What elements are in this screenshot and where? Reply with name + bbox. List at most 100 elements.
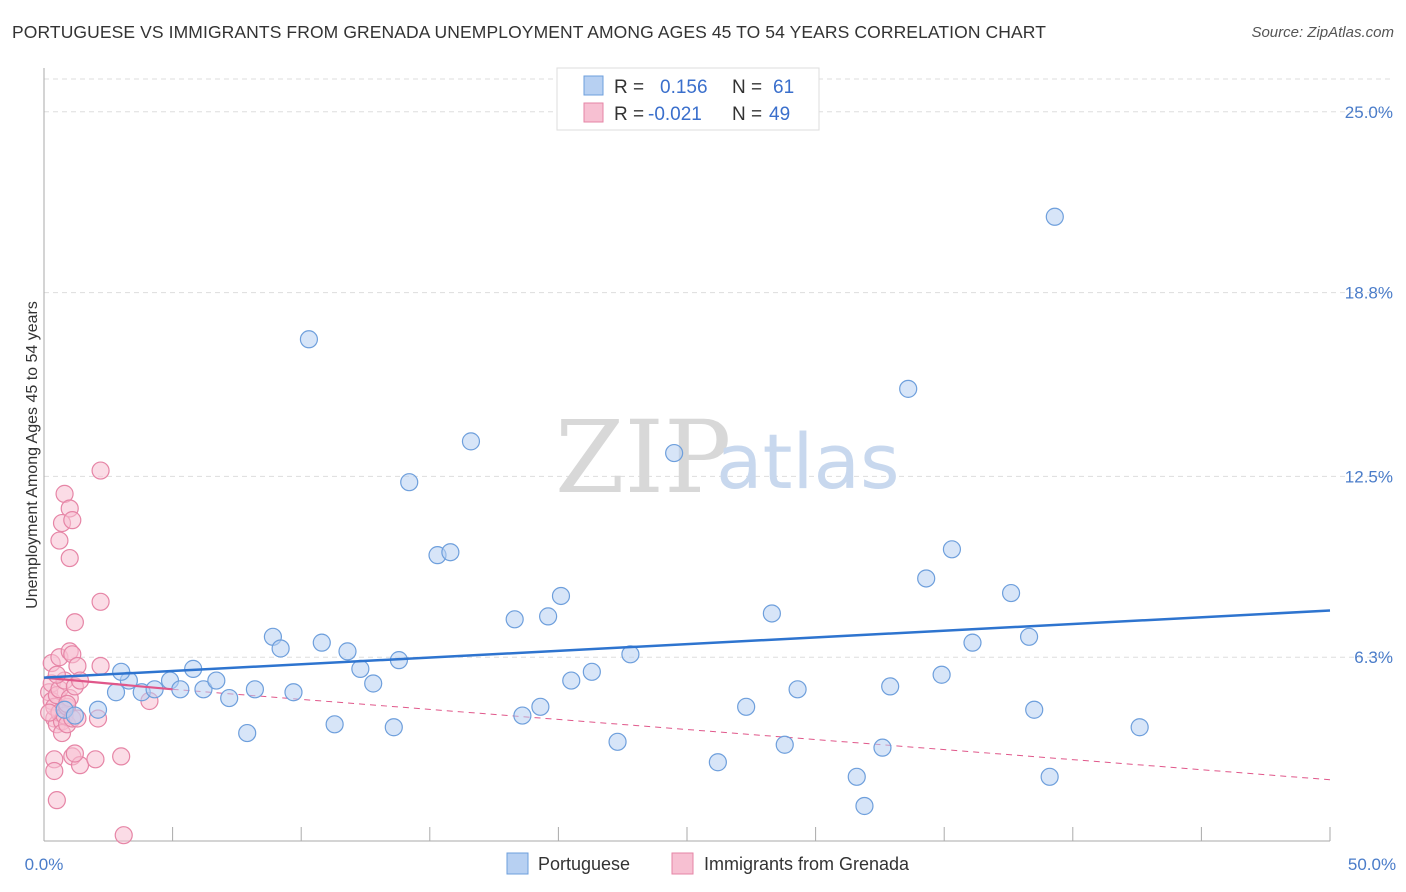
y-tick-label-2: 18.8% <box>1345 284 1393 303</box>
portuguese-point-17 <box>284 683 303 702</box>
portuguese-point-1 <box>65 706 84 725</box>
portuguese-point-16 <box>271 639 290 658</box>
x-tick-label-max: 50.0% <box>1348 855 1396 874</box>
portuguese-point-40 <box>737 697 756 716</box>
portuguese-point-56 <box>1040 767 1059 786</box>
portuguese-point-58 <box>1130 718 1149 737</box>
grenada-point-22 <box>65 613 84 632</box>
portuguese-point-31 <box>513 706 532 725</box>
portuguese-point-26 <box>400 473 419 492</box>
legend: R = 0.156 N = 61 R = -0.021 N = 49 <box>556 67 820 131</box>
portuguese-point-50 <box>932 665 951 684</box>
legend-r-value-1: 0.156 <box>660 77 708 98</box>
y-tick-label-1: 12.5% <box>1345 467 1393 486</box>
portuguese-point-18 <box>299 330 319 349</box>
grenada-point-29 <box>63 511 82 530</box>
portuguese-point-41 <box>762 604 781 623</box>
x-tick-label-min: 0.0% <box>25 855 64 874</box>
portuguese-point-39 <box>708 753 727 772</box>
portuguese-point-36 <box>608 732 627 751</box>
portuguese-point-48 <box>899 379 918 398</box>
portuguese-point-11 <box>207 671 226 690</box>
legend-swatch-grenada <box>583 102 604 123</box>
portuguese-point-47 <box>881 677 900 696</box>
legend-n-value-1: 61 <box>773 77 794 98</box>
portuguese-point-35 <box>582 662 601 681</box>
bottom-legend: Portuguese Immigrants from Grenada <box>506 852 910 875</box>
portuguese-point-46 <box>873 738 892 757</box>
grenada-point-35 <box>45 761 64 781</box>
grenada-point-31 <box>60 548 79 568</box>
portuguese-point-32 <box>531 697 550 716</box>
grenada-point-25 <box>91 461 110 480</box>
portuguese-point-12 <box>220 688 239 708</box>
portuguese-point-19 <box>312 633 331 652</box>
portuguese-point-55 <box>1025 700 1044 719</box>
portuguese-point-21 <box>338 642 357 661</box>
watermark-zip: ZIP <box>555 399 731 516</box>
portuguese-point-54 <box>1019 627 1039 646</box>
y-tick-label-0: 6.3% <box>1354 648 1393 667</box>
bottom-legend-swatch-grenada <box>671 852 694 875</box>
portuguese-point-20 <box>325 715 344 734</box>
portuguese-point-60 <box>562 671 581 690</box>
legend-r-value-2: -0.021 <box>648 104 702 125</box>
portuguese-point-28 <box>441 543 460 562</box>
portuguese-point-42 <box>775 735 794 754</box>
portuguese-point-45 <box>855 796 874 816</box>
portuguese-point-34 <box>551 586 571 606</box>
portuguese-point-30 <box>505 610 524 629</box>
bottom-legend-swatch-portuguese <box>506 852 529 875</box>
portuguese-point-33 <box>539 607 558 626</box>
legend-n-label-2: N = <box>732 104 762 125</box>
legend-n-label-1: N = <box>732 77 762 98</box>
bottom-legend-grenada: Immigrants from Grenada <box>704 854 910 874</box>
portuguese-point-38 <box>665 443 684 463</box>
portuguese-point-52 <box>963 633 982 652</box>
portuguese-point-49 <box>917 569 936 588</box>
portuguese-point-13 <box>238 723 257 743</box>
grid-lines <box>44 78 1394 658</box>
grenada-point-42 <box>114 826 133 845</box>
chart-title: PORTUGUESE VS IMMIGRANTS FROM GRENADA UN… <box>12 22 1047 42</box>
portuguese-point-29 <box>461 432 481 451</box>
series-grenada-points <box>40 461 159 845</box>
legend-r-label-2: R = <box>614 104 644 125</box>
grenada-point-41 <box>47 791 66 810</box>
x-ticks <box>43 827 1331 841</box>
portuguese-point-10 <box>194 680 213 699</box>
portuguese-point-53 <box>1001 583 1021 603</box>
portuguese-point-59 <box>112 662 131 681</box>
y-tick-label-3: 25.0% <box>1345 103 1393 122</box>
legend-swatch-portuguese <box>583 75 604 96</box>
portuguese-point-44 <box>847 767 866 786</box>
portuguese-point-24 <box>384 718 403 737</box>
grenada-point-40 <box>65 744 84 763</box>
portuguese-point-51 <box>942 540 962 559</box>
portuguese-point-57 <box>1045 207 1064 226</box>
y-axis-label: Unemployment Among Ages 45 to 54 years <box>24 301 41 609</box>
grenada-point-32 <box>91 592 110 611</box>
portuguese-point-8 <box>171 680 190 699</box>
portuguese-point-2 <box>88 700 108 719</box>
grenada-point-45 <box>40 703 59 722</box>
portuguese-point-23 <box>364 674 383 693</box>
portuguese-point-43 <box>788 680 807 699</box>
watermark: ZIP atlas <box>555 399 900 516</box>
trend-line-portuguese <box>43 609 1331 679</box>
legend-n-value-2: 49 <box>769 104 790 125</box>
legend-r-label-1: R = <box>614 77 644 98</box>
grenada-point-48 <box>47 665 66 684</box>
grenada-point-38 <box>86 750 105 769</box>
grenada-point-33 <box>91 656 110 676</box>
source-label: Source: ZipAtlas.com <box>1251 24 1394 41</box>
portuguese-point-22 <box>351 659 370 678</box>
bottom-legend-portuguese: Portuguese <box>538 854 630 874</box>
trend-line-grenada <box>43 676 173 691</box>
watermark-atlas: atlas <box>716 417 900 506</box>
grenada-point-30 <box>50 531 69 550</box>
grenada-point-39 <box>112 747 131 766</box>
portuguese-point-14 <box>245 680 265 699</box>
y-tick-labels: 6.3% 12.5% 18.8% 25.0% <box>1345 103 1393 667</box>
